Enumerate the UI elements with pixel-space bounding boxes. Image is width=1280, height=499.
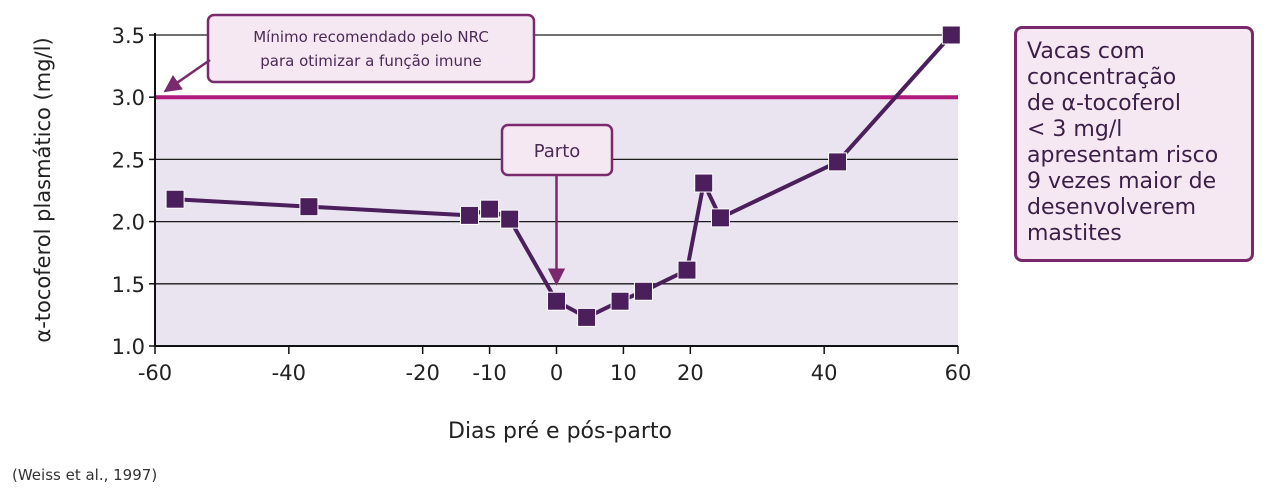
data-point [710, 208, 730, 228]
parto-annotation-text: Parto [534, 141, 581, 162]
data-point [941, 25, 961, 45]
risk-note-line: apresentam risco [1027, 143, 1219, 168]
x-axis-label: Dias pré e pós-parto [448, 419, 672, 444]
y-tick-label: 2.5 [112, 148, 145, 172]
data-point [694, 173, 714, 193]
risk-note-line: Vacas com [1027, 39, 1145, 64]
x-tick-label: -60 [138, 361, 172, 385]
risk-note-line: < 3 mg/l [1027, 117, 1123, 142]
data-point [480, 199, 500, 219]
x-tick-label: 60 [945, 361, 972, 385]
y-tick-label: 1.5 [112, 273, 145, 297]
risk-note-line: desenvolverem [1027, 195, 1197, 220]
data-point [299, 197, 319, 217]
risk-note-box: Vacas com concentração de α-tocoferol < … [1014, 26, 1254, 262]
risk-note-line: mastites [1027, 221, 1122, 246]
risk-note-line: concentração [1027, 65, 1177, 90]
source-citation: (Weiss et al., 1997) [12, 466, 158, 484]
data-point [610, 291, 630, 311]
x-tick-label: -40 [272, 361, 306, 385]
x-tick-label: -20 [406, 361, 440, 385]
risk-note-line: 9 vezes maior de [1027, 169, 1217, 194]
data-point [500, 209, 520, 229]
y-axis-label: α-tocoferol plasmático (mg/l) [31, 37, 55, 342]
line-chart: 1.0 1.5 2.0 2.5 3.0 3.5 -60 -40 -20 -10 0 10 20 40 60… [31, 13, 972, 444]
y-tick-label: 1.0 [112, 335, 145, 359]
x-tick-label: 0 [550, 361, 563, 385]
x-tick-label: -10 [472, 361, 506, 385]
x-tick-label: 10 [610, 361, 637, 385]
data-point [165, 189, 185, 209]
y-tick-label: 3.5 [112, 24, 145, 48]
x-tick-label: 20 [677, 361, 704, 385]
data-point [577, 307, 597, 327]
data-point [547, 291, 566, 311]
risk-note-line: de α-tocoferol [1027, 91, 1181, 116]
nrc-annotation-text: Mínimo recomendado pelo NRC [253, 28, 489, 46]
y-tick-label: 2.0 [112, 211, 145, 235]
nrc-annotation-text: para otimizar a função imune [260, 52, 482, 70]
data-point [633, 281, 653, 301]
nrc-arrow [163, 58, 211, 93]
x-tick-label: 40 [811, 361, 838, 385]
data-point [460, 205, 480, 225]
data-point [677, 260, 697, 280]
nrc-annotation-box [206, 13, 536, 84]
data-point [828, 152, 848, 172]
y-tick-label: 3.0 [112, 86, 145, 110]
